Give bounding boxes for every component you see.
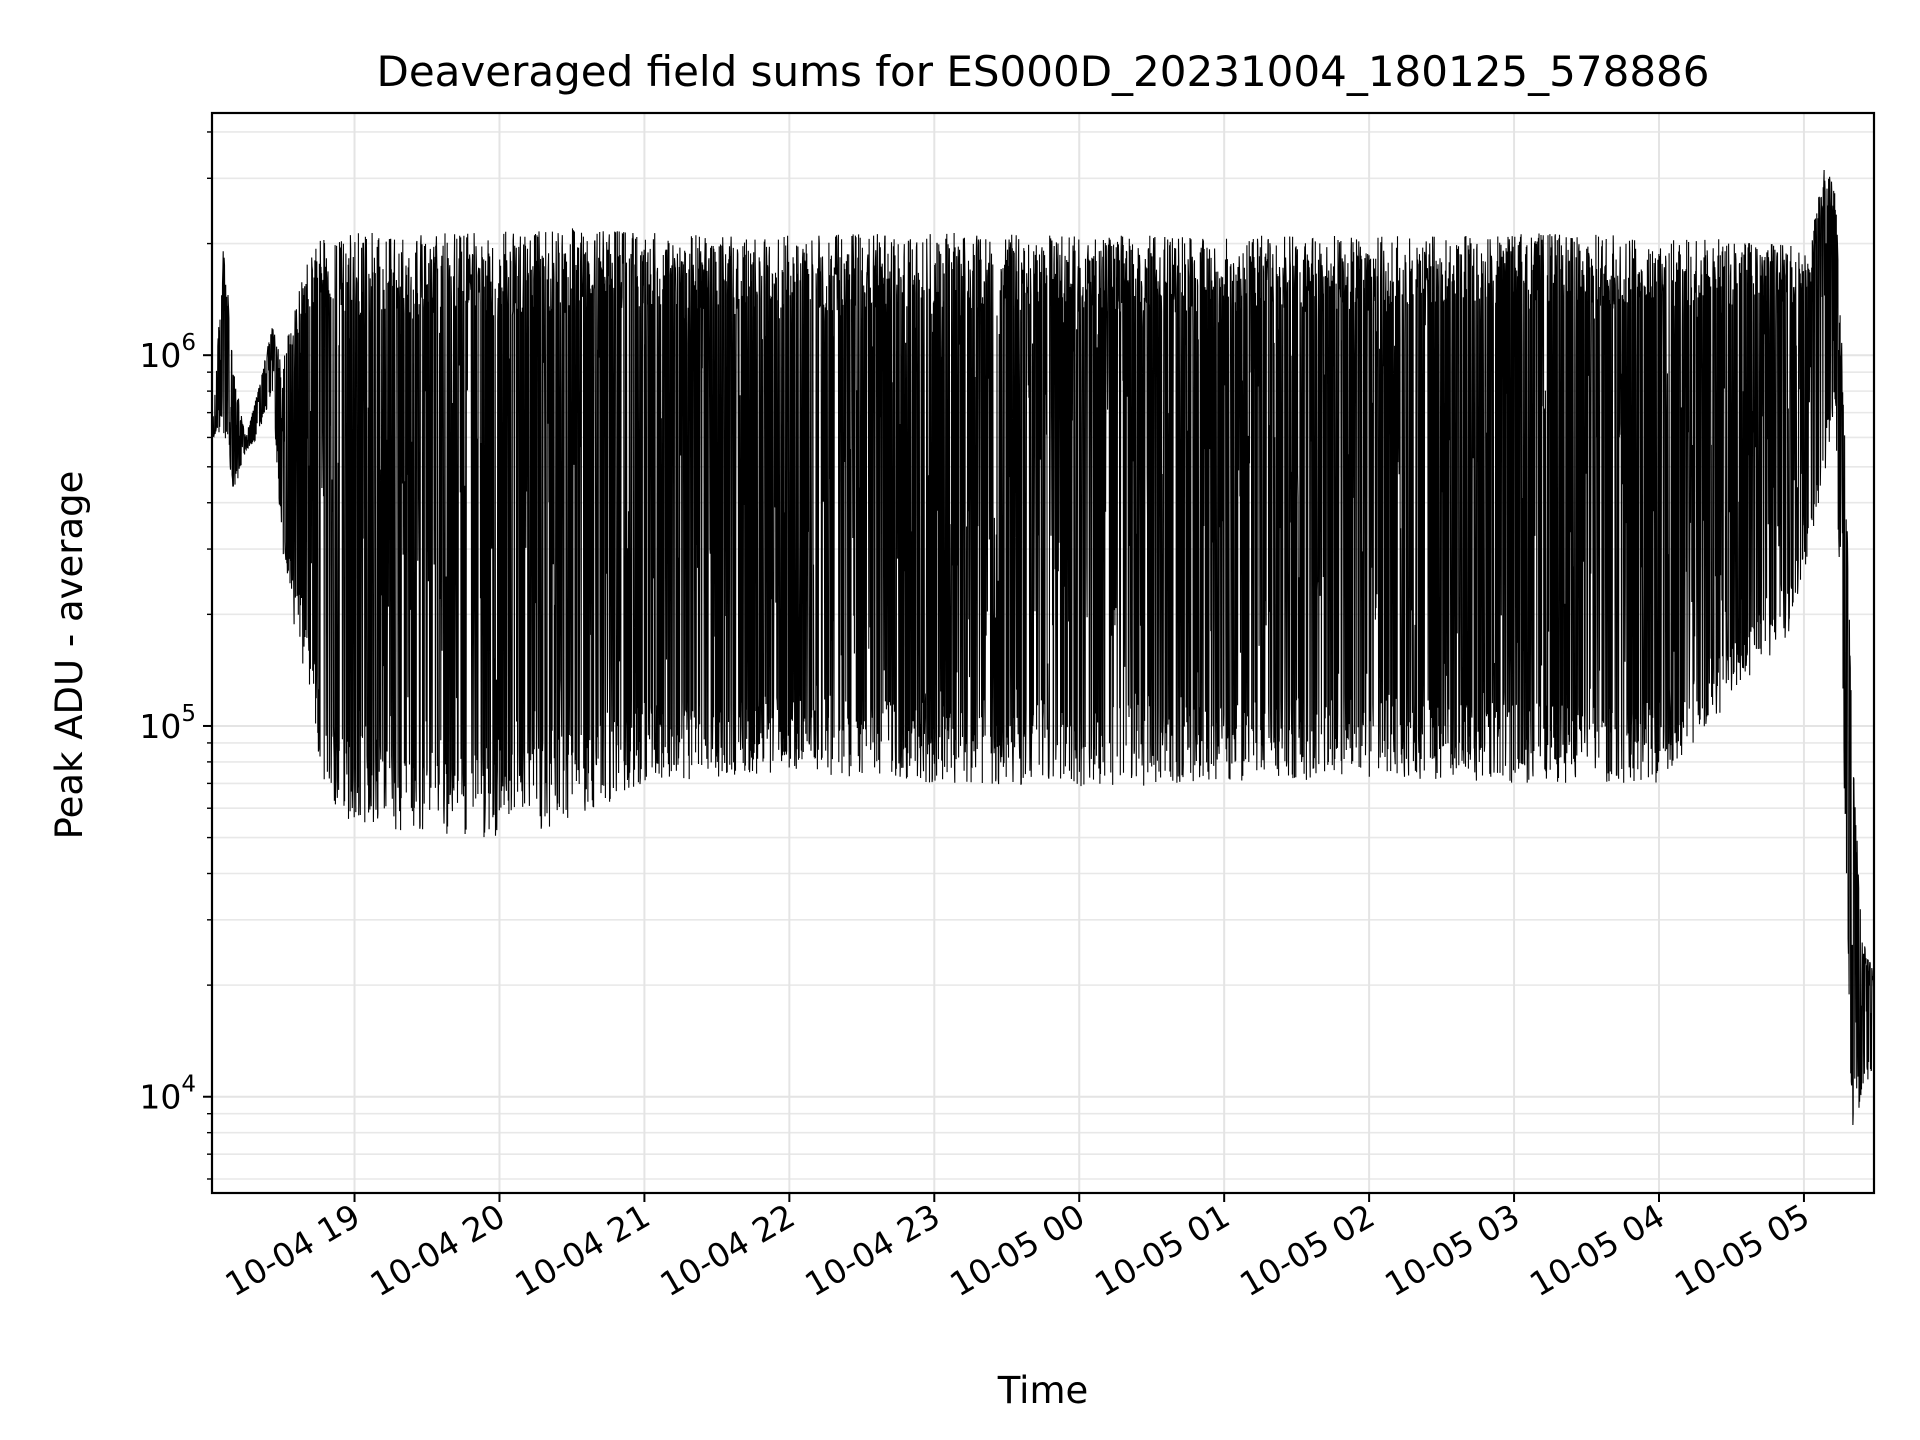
x-tick-label: 10-04 19	[219, 1196, 367, 1304]
x-tick-label: 10-04 23	[798, 1196, 946, 1304]
y-tick-exponent: 5	[181, 701, 196, 727]
x-tick-label: 10-05 01	[1088, 1196, 1236, 1304]
x-tick-label: 10-05 05	[1668, 1196, 1816, 1304]
y-axis-label: Peak ADU - average	[48, 471, 91, 840]
x-tick-label: 10-05 03	[1378, 1196, 1526, 1304]
y-tick-label: 105	[139, 701, 196, 746]
y-tick-base: 10	[139, 707, 181, 746]
plot-frame	[210, 111, 1876, 1195]
plot-area	[212, 169, 1874, 1126]
x-tick-label: 10-04 22	[653, 1196, 801, 1304]
y-tick-exponent: 6	[181, 330, 196, 356]
x-tick-label: 10-05 00	[943, 1196, 1091, 1304]
chart-title: Deaveraged field sums for ES000D_2023100…	[377, 47, 1710, 96]
x-tick-label: 10-05 04	[1523, 1196, 1671, 1304]
x-tick-label: 10-04 20	[363, 1196, 511, 1304]
x-tick-label: 10-04 21	[508, 1196, 656, 1304]
x-axis-label: Time	[997, 1369, 1089, 1412]
y-tick-base: 10	[139, 336, 181, 375]
y-tick-label: 106	[139, 330, 196, 375]
y-tick-exponent: 4	[181, 1072, 196, 1098]
y-tick-label: 104	[139, 1072, 196, 1117]
x-tick-label: 10-05 02	[1233, 1196, 1381, 1304]
y-tick-base: 10	[139, 1078, 181, 1117]
series-line	[212, 169, 1874, 1126]
